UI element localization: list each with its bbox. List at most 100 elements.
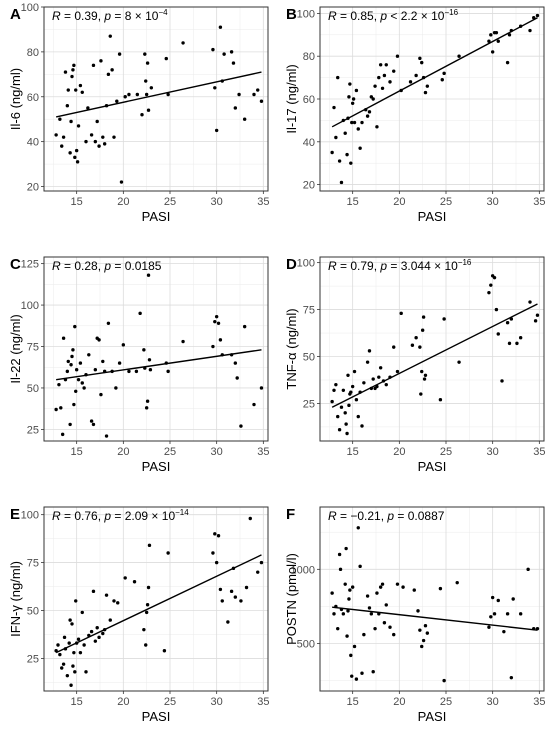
data-point <box>135 92 140 97</box>
y-tick-label: 40 <box>303 137 315 149</box>
x-tick-label: 25 <box>440 696 452 708</box>
data-point <box>69 119 73 124</box>
data-point <box>345 634 349 638</box>
data-point <box>378 585 383 589</box>
data-point <box>338 567 343 572</box>
data-point <box>505 321 510 325</box>
data-point <box>358 564 362 569</box>
data-point <box>348 588 352 592</box>
x-tick-label: 20 <box>393 196 405 208</box>
plot-area <box>320 507 544 691</box>
data-point <box>121 343 126 347</box>
data-point <box>336 626 340 631</box>
data-point <box>421 638 426 643</box>
x-tick-label: 20 <box>393 446 405 458</box>
y-tick-label: 100 <box>21 2 39 14</box>
panel-letter: D <box>286 256 297 273</box>
data-point <box>438 397 443 402</box>
data-point <box>73 324 77 329</box>
data-point <box>72 63 76 68</box>
data-point <box>95 119 99 124</box>
data-point <box>341 388 346 393</box>
data-point <box>410 343 415 347</box>
plot-area <box>44 507 268 691</box>
data-point <box>211 344 215 349</box>
data-point <box>337 428 342 432</box>
data-point <box>343 411 347 415</box>
data-point <box>91 422 96 427</box>
data-point <box>66 359 70 364</box>
data-point <box>362 632 366 637</box>
plot-area <box>44 257 268 441</box>
data-point <box>97 338 101 342</box>
y-axis-title: IFN-γ (ng/ml) <box>8 561 23 637</box>
x-tick-label: 15 <box>71 696 83 708</box>
data-point <box>108 34 112 38</box>
plot-area <box>320 257 544 441</box>
x-tick-label: 15 <box>71 446 83 458</box>
data-point <box>70 74 74 79</box>
data-point <box>78 83 83 88</box>
data-point <box>239 599 243 603</box>
data-point <box>399 311 403 316</box>
data-point <box>336 75 340 80</box>
data-point <box>235 376 239 380</box>
data-point <box>457 54 461 58</box>
data-point <box>61 135 66 139</box>
data-point <box>226 620 230 624</box>
data-point <box>213 86 217 90</box>
data-point <box>89 629 94 634</box>
data-point <box>259 99 264 103</box>
data-point <box>74 148 79 153</box>
data-point <box>91 589 96 594</box>
data-point <box>505 60 510 65</box>
data-point <box>259 386 264 390</box>
data-point <box>354 677 359 681</box>
chart-panel-c: 15 20 25 30 35 25 50 75 100 125 R = 0.28, p = 0.01… <box>8 256 269 474</box>
data-point <box>365 360 370 364</box>
y-tick-label: 40 <box>27 137 39 149</box>
data-point <box>101 631 105 636</box>
x-tick-label: 35 <box>533 196 545 208</box>
data-point <box>233 361 238 365</box>
data-point <box>144 406 149 410</box>
data-point <box>166 551 170 555</box>
data-point <box>332 388 336 393</box>
data-point <box>56 643 60 647</box>
data-point <box>494 307 499 312</box>
data-point <box>533 319 538 323</box>
data-point <box>334 135 338 140</box>
data-point <box>423 373 428 377</box>
data-point <box>214 128 219 133</box>
data-point <box>166 92 170 97</box>
correlation-stat: R = 0.79, p = 3.044 × 10−16 <box>328 258 472 273</box>
data-point <box>61 336 66 340</box>
y-tick-label: 25 <box>303 398 315 410</box>
data-point <box>382 73 387 78</box>
data-point <box>438 586 443 591</box>
plot-border <box>43 6 269 192</box>
y-tick-label: 125 <box>21 259 39 271</box>
data-point <box>68 151 72 155</box>
data-point <box>518 336 523 340</box>
data-point <box>76 124 81 128</box>
data-point <box>332 612 336 616</box>
data-point <box>244 585 249 590</box>
y-axis-title: POSTN (pmol/l) <box>284 553 299 645</box>
data-point <box>352 644 357 649</box>
data-point <box>392 69 396 73</box>
data-point <box>354 88 359 93</box>
data-point <box>252 402 256 407</box>
data-point <box>395 369 400 374</box>
data-point <box>350 120 354 125</box>
data-point <box>102 142 107 146</box>
plot-border <box>319 256 545 442</box>
correlation-stat: R = 0.85, p < 2.2 × 10−16 <box>328 8 459 23</box>
regression-line <box>55 554 262 654</box>
chart-panel-b: 15 20 25 30 35 20 40 60 80 100 R = 0.85, p < 2.2 ×… <box>284 6 545 224</box>
data-point <box>89 419 94 423</box>
data-point <box>356 526 360 530</box>
data-point <box>360 671 364 675</box>
data-point <box>352 369 357 374</box>
